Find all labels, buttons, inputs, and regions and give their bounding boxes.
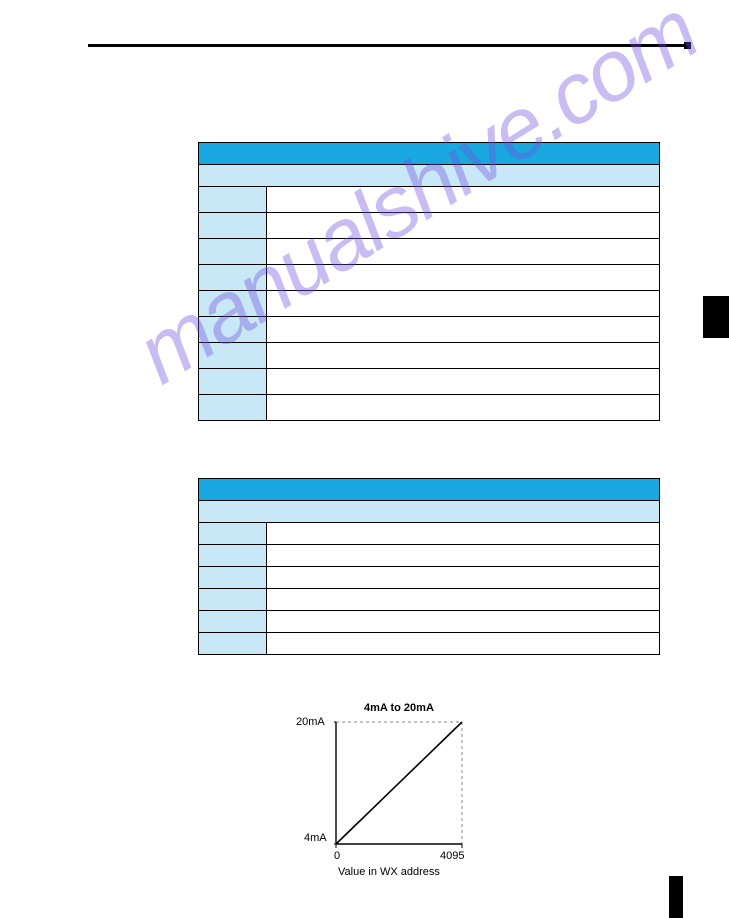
chart-svg [334, 720, 470, 850]
table-row [199, 239, 660, 265]
cell-key [199, 265, 267, 291]
table-row [199, 265, 660, 291]
cell-val [266, 317, 659, 343]
table-row [199, 589, 660, 611]
cell-val [266, 611, 659, 633]
cell-key [199, 523, 267, 545]
table-row [199, 213, 660, 239]
table-row [199, 611, 660, 633]
chart-x-left-label: 0 [334, 850, 340, 862]
cell-key [199, 369, 267, 395]
cell-val [266, 545, 659, 567]
cell-key [199, 187, 267, 213]
table-row [199, 545, 660, 567]
chart-y-top-label: 20mA [296, 716, 325, 728]
table2-subheader [199, 501, 660, 523]
chart-title: 4mA to 20mA [364, 702, 434, 714]
cell-val [266, 213, 659, 239]
cell-key [199, 343, 267, 369]
table-row [199, 317, 660, 343]
cell-key [199, 545, 267, 567]
cell-val [266, 187, 659, 213]
current-range-chart: 4mA to 20mA 20mA 4mA 0 4095 Value in WX … [286, 702, 504, 882]
cell-val [266, 567, 659, 589]
side-black-tab [703, 296, 729, 338]
cell-val [266, 633, 659, 655]
table-row [199, 343, 660, 369]
table-row [199, 395, 660, 421]
cell-val [266, 395, 659, 421]
table-row [199, 291, 660, 317]
cell-key [199, 317, 267, 343]
table-row [199, 523, 660, 545]
chart-x-right-label: 4095 [440, 850, 464, 862]
spec-table-1 [198, 142, 660, 421]
cell-val [266, 291, 659, 317]
table-row [199, 567, 660, 589]
cell-val [266, 523, 659, 545]
chart-y-bot-label: 4mA [304, 832, 327, 844]
footer-black-tab [669, 876, 683, 918]
cell-val [266, 589, 659, 611]
cell-key [199, 213, 267, 239]
cell-key [199, 291, 267, 317]
cell-key [199, 589, 267, 611]
table-row [199, 369, 660, 395]
table1-header [199, 143, 660, 165]
cell-key [199, 239, 267, 265]
chart-x-axis-title: Value in WX address [338, 866, 440, 878]
page-top-rule [88, 44, 688, 47]
cell-key [199, 611, 267, 633]
chart-data-line [336, 722, 462, 844]
cell-val [266, 239, 659, 265]
cell-val [266, 369, 659, 395]
cell-key [199, 395, 267, 421]
cell-key [199, 567, 267, 589]
cell-key [199, 633, 267, 655]
table-row [199, 187, 660, 213]
cell-val [266, 265, 659, 291]
table2-header [199, 479, 660, 501]
table-row [199, 633, 660, 655]
table1-subheader [199, 165, 660, 187]
cell-val [266, 343, 659, 369]
spec-table-2 [198, 478, 660, 655]
